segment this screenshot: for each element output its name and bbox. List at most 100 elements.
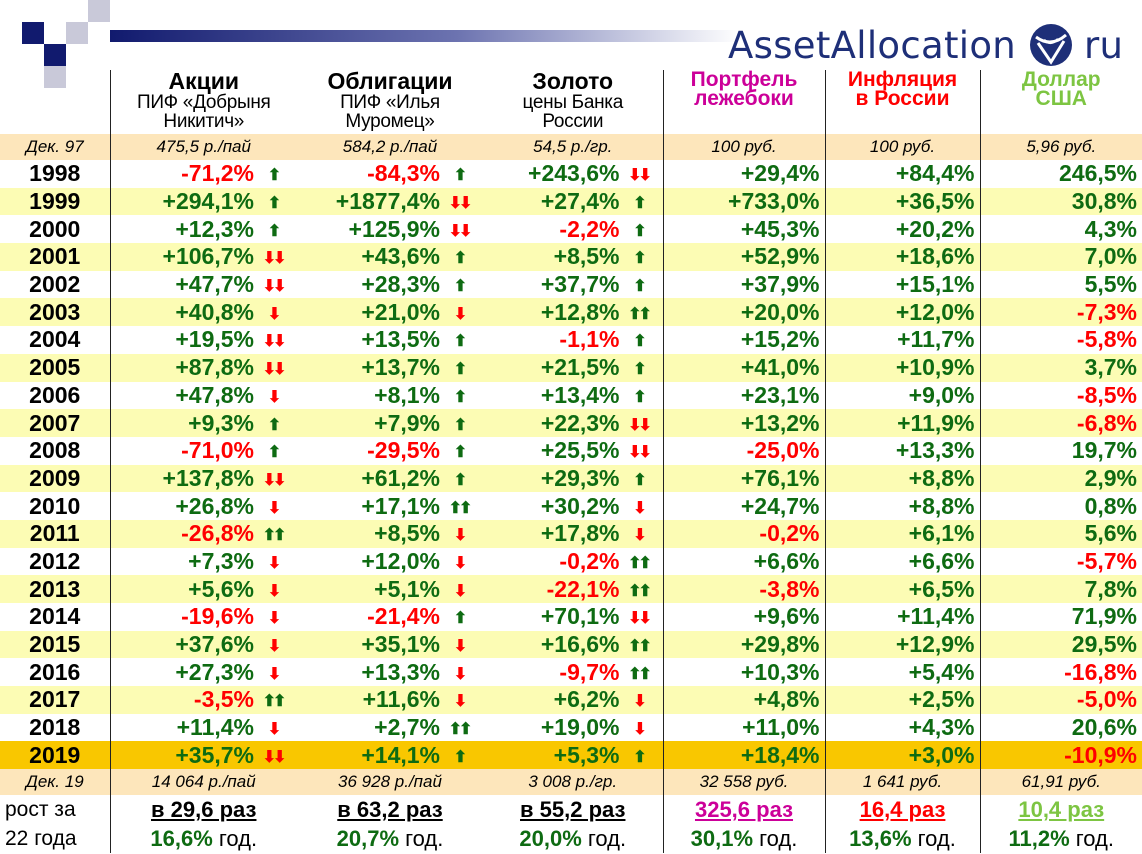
year-row: 2013 +5,6% ⬇ +5,1% ⬇ -22,1% ⬆⬆ -3,8% +6,5% 7,8% [0, 575, 1142, 603]
return-value: +13,2% [740, 409, 820, 436]
return-value: +29,8% [740, 631, 820, 658]
year-cell: 2003 [0, 298, 110, 327]
return-cell: +35,7% ⬇⬇ [109, 741, 297, 770]
annual-cell: 20,0% год. [483, 824, 663, 853]
arrow-down-icon: ⬇⬇ [262, 333, 287, 351]
return-cell: +17,1% ⬆⬆ [297, 492, 483, 520]
annual-value: 30,1% [690, 825, 754, 851]
return-cell: +11,9% [824, 409, 980, 437]
year-row: 2017 -3,5% ⬆⬆ +11,6% ⬇ +6,2% ⬇ +4,8% +2,5% -5,0% [0, 686, 1142, 714]
return-value: -71,2% [181, 160, 254, 187]
return-cell: +29,8% [662, 630, 825, 659]
return-value: -5,7% [1076, 547, 1137, 574]
header-stocks: Акции ПИФ «Добрыня Никитич» [109, 70, 297, 134]
arrow-down-icon: ⬇⬇ [262, 250, 287, 268]
return-cell: 29,5% [979, 630, 1142, 659]
return-value: +15,2% [740, 326, 820, 353]
year-row: 2014 -19,6% ⬇ -21,4% ⬆ +70,1% ⬇⬇ +9,6% +11,4% 71,… [0, 603, 1142, 631]
start-price-row: Дек. 97 475,5 р./пай 584,2 р./пай 54,5 р… [0, 134, 1142, 160]
year-row: 2015 +37,6% ⬇ +35,1% ⬇ +16,6% ⬆⬆ +29,8% +12,9% 29… [0, 630, 1142, 659]
return-cell: +21,5% ⬆ [483, 353, 663, 382]
return-value: +29,4% [740, 160, 820, 187]
arrow-up-icon: ⬆⬆ [628, 554, 652, 572]
return-cell: +37,7% ⬆ [483, 271, 663, 299]
return-cell: +11,6% ⬇ [297, 686, 483, 714]
return-value: +13,4% [540, 381, 620, 408]
return-cell: +26,8% ⬇ [109, 492, 297, 520]
year-row: 2000 +12,3% ⬆ +125,9% ⬇⬇ -2,2% ⬆ +45,3% +20,2% 4,… [0, 215, 1142, 244]
return-value: 4,3% [1084, 215, 1137, 242]
return-value: +125,9% [348, 215, 440, 242]
year-row: 2006 +47,8% ⬇ +8,1% ⬆ +13,4% ⬆ +23,1% +9,0% -8,5% [0, 381, 1142, 410]
return-cell: +8,5% ⬇ [297, 519, 483, 548]
return-value: +3,0% [908, 741, 975, 768]
return-cell: +61,2% ⬆ [297, 464, 483, 493]
return-value: +5,4% [908, 658, 975, 685]
return-cell: +19,0% ⬇ [483, 714, 663, 742]
return-value: +11,6% [362, 686, 440, 713]
header-inflation: Инфляция в России [824, 70, 980, 134]
return-cell: -29,5% ⬆ [297, 437, 483, 465]
return-value: +2,5% [908, 686, 975, 713]
annual-suffix: год. [1069, 825, 1115, 851]
return-cell: -3,5% ⬆⬆ [109, 686, 297, 714]
arrow-down-icon: ⬇ [453, 638, 467, 656]
arrow-down-icon: ⬇ [453, 305, 467, 323]
arrow-up-icon: ⬆⬆ [628, 305, 652, 323]
return-value: +9,6% [753, 603, 820, 630]
return-cell: -71,2% ⬆ [109, 160, 297, 188]
return-value: +41,0% [740, 354, 820, 381]
annual-cell: 13,6% год. [824, 824, 980, 854]
arrow-down-icon: ⬇ [453, 693, 467, 711]
arrow-up-icon: ⬆ [453, 250, 467, 268]
return-cell: +37,9% [662, 270, 825, 299]
year-cell: 1999 [0, 187, 110, 216]
return-cell: +11,4% ⬇ [109, 713, 297, 742]
year-cell: 2005 [0, 353, 110, 382]
brand-logo: AssetAllocation ru [728, 20, 1123, 70]
return-cell: +8,8% [824, 492, 980, 520]
return-cell: +3,0% [824, 741, 980, 770]
return-cell: 2,9% [979, 464, 1142, 493]
return-cell: -21,4% ⬆ [297, 603, 483, 631]
annual-label: 22 года [5, 826, 77, 850]
arrow-down-icon: ⬇ [267, 610, 281, 628]
annual-suffix: год. [212, 825, 258, 851]
return-cell: -8,5% [979, 381, 1142, 410]
return-value: +6,6% [753, 547, 820, 574]
year-cell: 2014 [29, 603, 81, 630]
return-cell: +19,5% ⬇⬇ [109, 326, 297, 354]
return-value: -9,7% [559, 658, 620, 685]
return-value: +2,7% [374, 714, 440, 741]
return-cell: +106,7% ⬇⬇ [109, 243, 297, 271]
year-row: 2001 +106,7% ⬇⬇ +43,6% ⬆ +8,5% ⬆ +52,9% +18,6% 7,… [0, 243, 1142, 271]
return-value: +12,0% [895, 298, 975, 325]
return-value: +12,9% [895, 631, 975, 658]
year-cell: 2004 [29, 326, 81, 353]
year-row: 2018 +11,4% ⬇ +2,7% ⬆⬆ +19,0% ⬇ +11,0% +4,3% 20,6… [0, 713, 1142, 742]
return-cell: +13,5% ⬆ [297, 326, 483, 354]
return-cell: +16,6% ⬆⬆ [483, 630, 663, 659]
return-cell: +35,1% ⬇ [297, 630, 483, 659]
return-value: 71,9% [1071, 603, 1137, 630]
return-value: +19,0% [540, 714, 620, 741]
return-value: +43,6% [361, 243, 440, 270]
arrow-up-icon: ⬆ [453, 471, 467, 489]
return-value: +76,1% [740, 464, 820, 491]
year-cell: 2016 [29, 658, 81, 685]
return-cell: +10,3% [662, 658, 825, 687]
return-cell: +6,1% [824, 519, 980, 548]
arrow-down-icon: ⬇ [633, 527, 646, 545]
return-cell: +4,8% [662, 686, 825, 714]
growth-value: 16,4 раз [859, 796, 946, 822]
return-cell: +6,5% [824, 575, 980, 603]
arrow-up-icon: ⬆ [267, 222, 281, 240]
return-cell: +25,5% ⬇⬇ [483, 437, 663, 465]
year-row: 2008 -71,0% ⬆ -29,5% ⬆ +25,5% ⬇⬇ -25,0% +13,3% 19… [0, 436, 1142, 465]
arrow-down-icon: ⬇⬇ [448, 222, 473, 240]
annual-cell: 30,1% год. [662, 824, 825, 854]
arrow-down-icon: ⬇ [633, 499, 646, 517]
return-value: 5,5% [1084, 271, 1137, 298]
return-cell: +13,7% ⬆ [297, 353, 483, 382]
return-value: -25,0% [746, 437, 820, 464]
